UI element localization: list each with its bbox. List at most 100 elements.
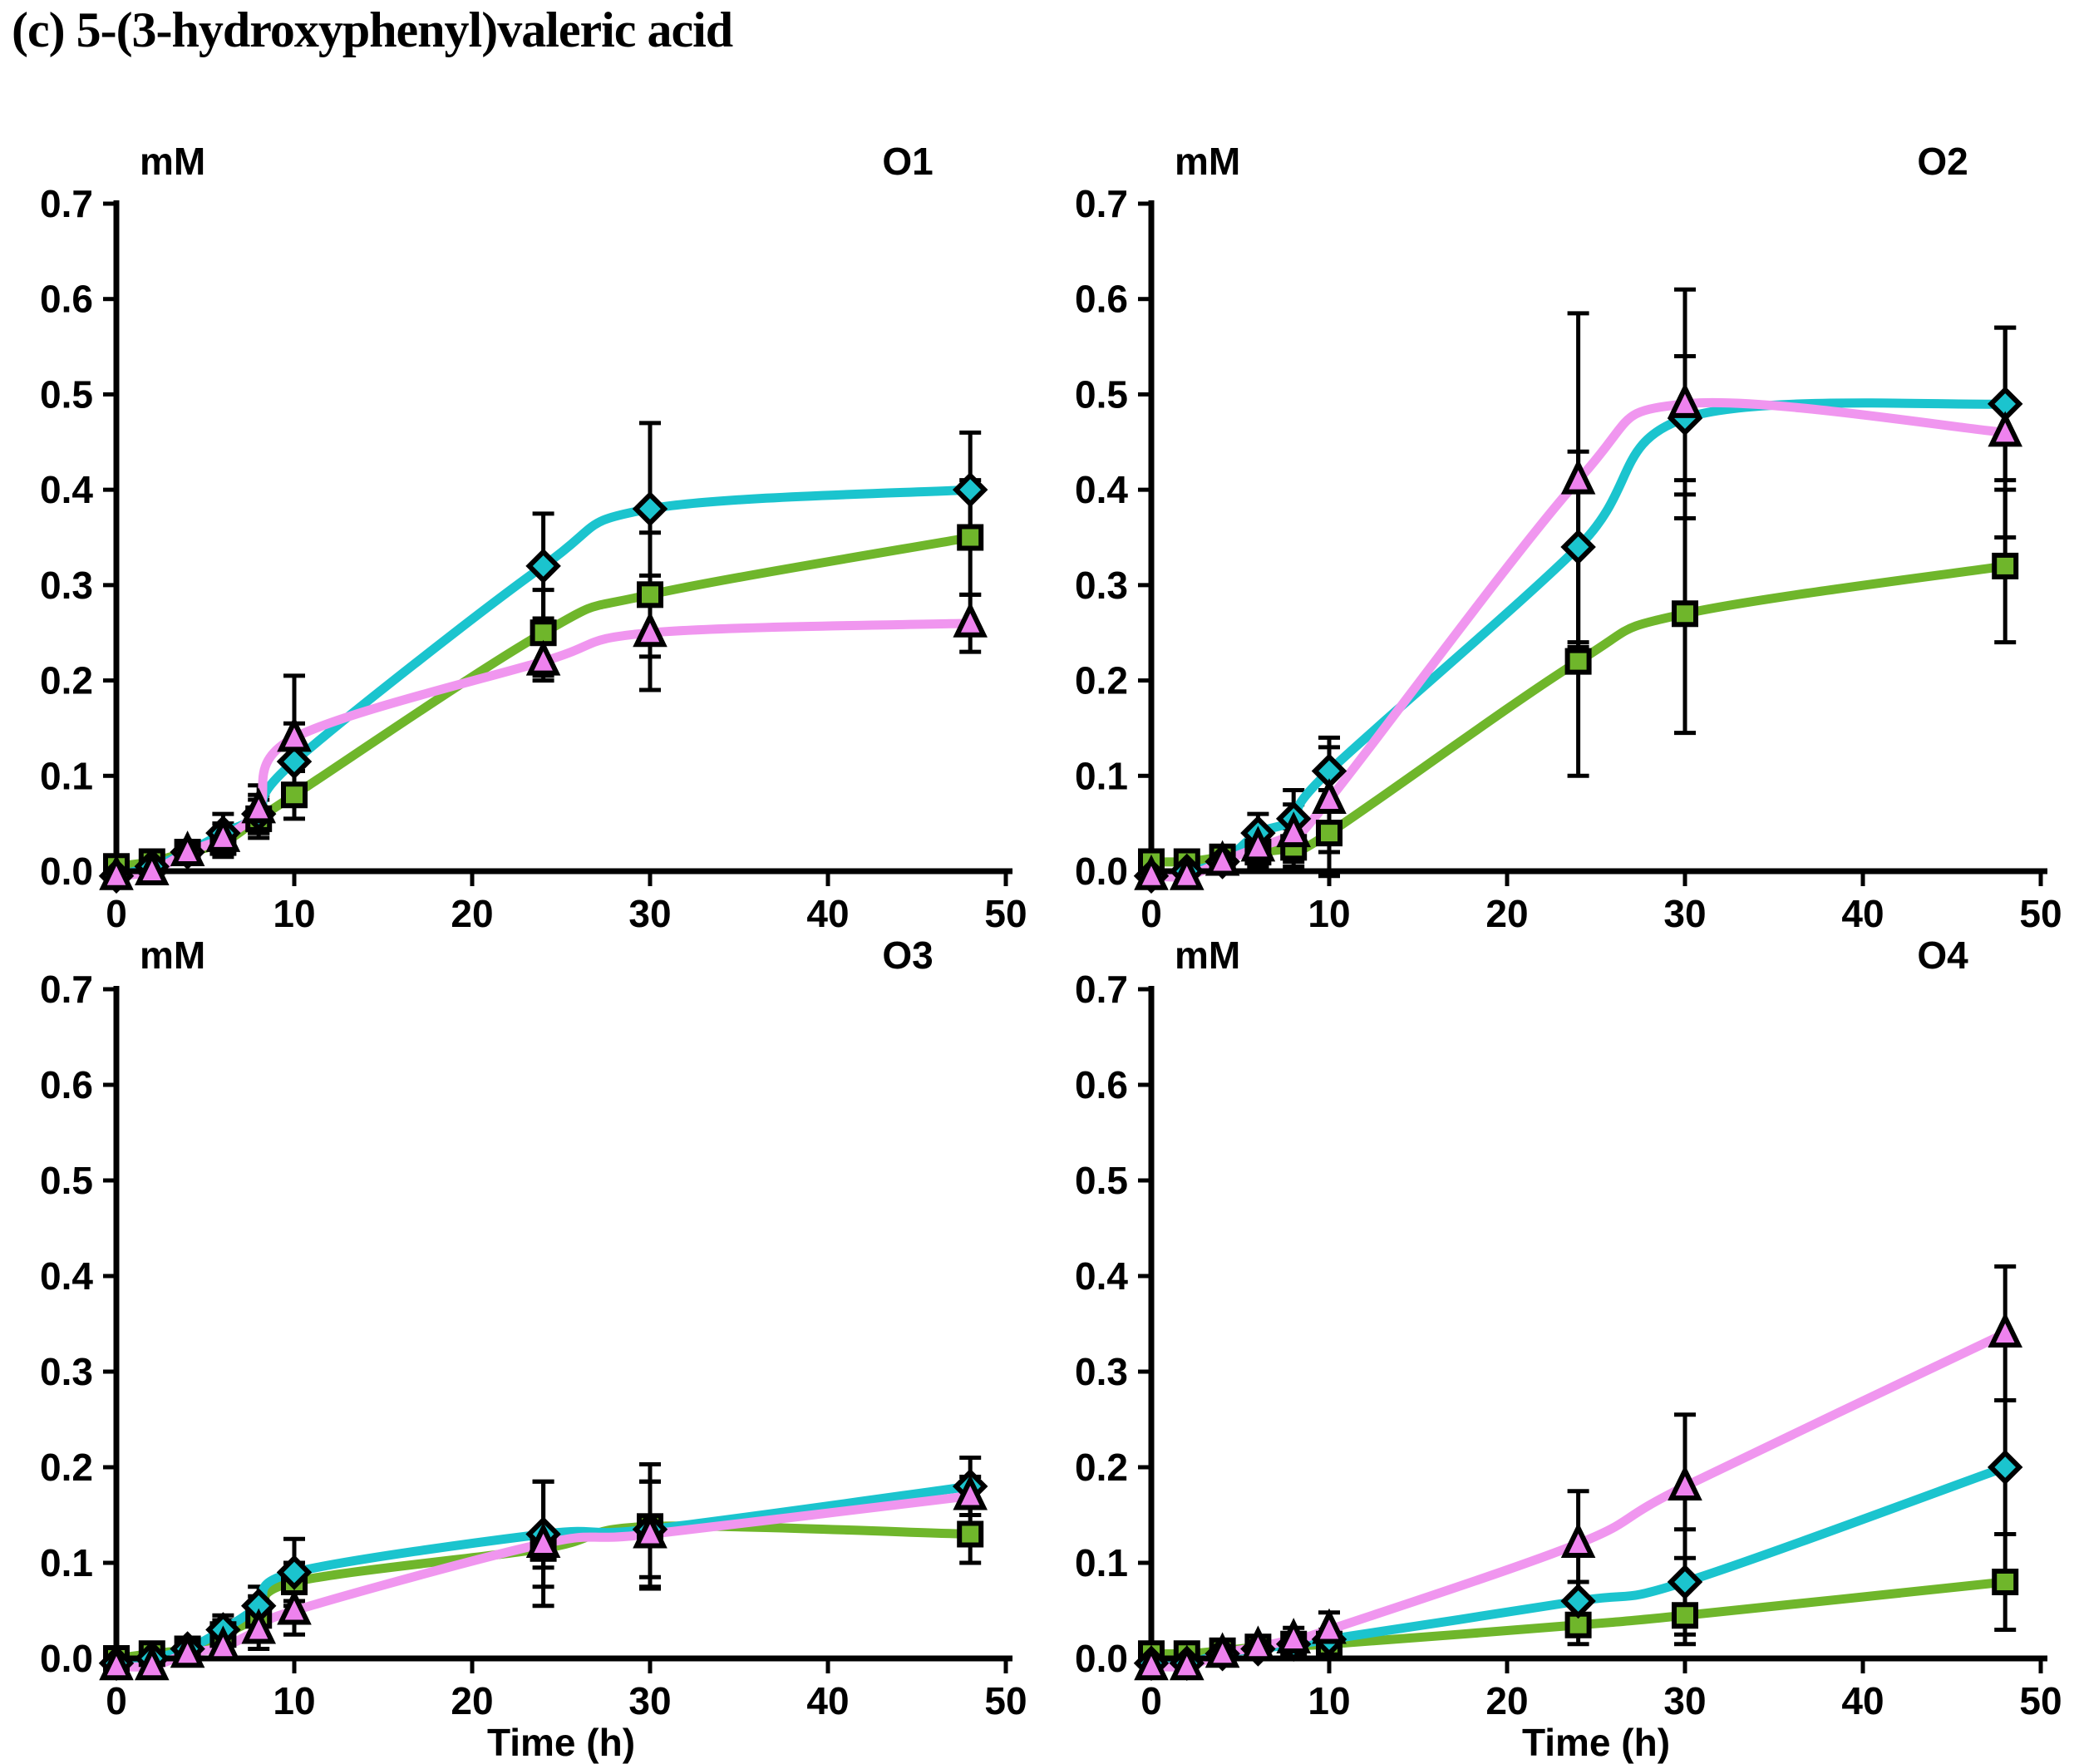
- x-tick-label: 40: [1841, 892, 1884, 935]
- marker-green-square: [1992, 552, 2019, 579]
- y-tick-label: 0.6: [1075, 1063, 1128, 1106]
- x-tick-label: 10: [273, 892, 315, 935]
- marker-violet-triangle: [99, 854, 134, 890]
- marker-cyan-diamond: [1667, 1564, 1703, 1600]
- y-tick-label: 0.0: [1075, 1637, 1128, 1680]
- marker-violet-triangle: [241, 787, 276, 824]
- x-tick-label: 30: [1663, 892, 1706, 935]
- y-tick-label: 0.7: [40, 182, 93, 225]
- marker-violet-triangle: [1170, 854, 1205, 890]
- x-tick-label: 50: [984, 892, 1027, 935]
- panel-label-O4: O4: [1917, 934, 1968, 977]
- y-tick-label: 0.7: [40, 968, 93, 1011]
- y-tick-label: 0.3: [1075, 564, 1128, 607]
- chart-panel-O3: mM O3 Time (h) 0.00.10.20.30.40.50.60.70…: [40, 934, 1027, 1764]
- marker-cyan-diamond: [1987, 1449, 2023, 1486]
- marker-violet-triangle: [1312, 778, 1347, 814]
- marker-violet-triangle: [1988, 411, 2022, 447]
- marker-violet-triangle: [1560, 458, 1596, 495]
- marker-cyan-diamond: [1560, 529, 1596, 565]
- y-tick-label: 0.6: [40, 278, 93, 321]
- y-tick-label: 0.2: [40, 659, 93, 702]
- x-tick-label: 20: [451, 892, 493, 935]
- chart-panel-O2: mM O2 0.0 0.1 0.2 0.3 0.4 0.5 0.6 0.7 0 10 20 30 40 5…: [1075, 140, 2062, 935]
- x-tick-label: 10: [273, 1679, 315, 1722]
- marker-cyan-diamond: [632, 490, 668, 527]
- marker-green-square: [1564, 648, 1592, 675]
- marker-violet-triangle: [1276, 811, 1311, 848]
- y-tick-label: 0.3: [40, 1350, 93, 1393]
- y-tick-label: 0.6: [1075, 278, 1128, 321]
- x-tick-label: 40: [806, 1679, 849, 1722]
- figure-title: (c) 5-(3-hydroxyphenyl)valeric acid: [12, 2, 733, 57]
- marker-violet-triangle: [205, 1625, 241, 1662]
- x-tick-label: 20: [1485, 892, 1528, 935]
- y-tick-label: 0.1: [40, 1541, 93, 1584]
- marker-violet-triangle: [205, 815, 241, 852]
- x-axis-title: Time (h): [1522, 1721, 1670, 1764]
- marker-violet-triangle: [277, 1589, 312, 1625]
- marker-violet-triangle: [1312, 1608, 1347, 1644]
- y-tick-label: 0.5: [40, 1159, 93, 1202]
- marker-cyan-diamond: [1560, 1583, 1596, 1619]
- marker-violet-triangle: [1560, 1522, 1596, 1558]
- y-tick-label: 0.5: [1075, 1159, 1128, 1202]
- y-tick-label: 0.7: [1075, 182, 1128, 225]
- marker-cyan-diamond: [952, 471, 988, 508]
- y-unit-label: mM: [140, 140, 205, 183]
- marker-violet-triangle: [525, 639, 561, 676]
- marker-violet-triangle: [1668, 382, 1702, 418]
- x-tick-label: 30: [1663, 1679, 1706, 1722]
- y-tick-label: 0.1: [40, 754, 93, 797]
- marker-violet-triangle: [953, 1474, 988, 1510]
- y-tick-label: 0.3: [1075, 1350, 1128, 1393]
- y-tick-label: 0.7: [1075, 968, 1128, 1011]
- marker-green-square: [281, 781, 308, 809]
- panel-label-O1: O1: [882, 140, 933, 183]
- x-tick-label: 40: [806, 892, 849, 935]
- x-tick-label: 50: [2019, 1679, 2062, 1722]
- x-tick-label: 20: [451, 1679, 493, 1722]
- y-tick-label: 0.3: [40, 564, 93, 607]
- marker-violet-triangle: [1134, 1644, 1169, 1681]
- x-tick-label: 10: [1308, 892, 1350, 935]
- x-tick-label: 40: [1841, 1679, 1884, 1722]
- x-axis-title: Time (h): [487, 1721, 635, 1764]
- marker-green-square: [637, 581, 663, 609]
- marker-green-square: [1992, 1569, 2019, 1595]
- marker-violet-triangle: [953, 601, 988, 638]
- plot-area-O4: 0.0 0.1 0.2 0.3 0.4 0.5 0.6 0.7 0 10 20 30 40 50: [1075, 968, 2062, 1722]
- marker-green-square: [957, 524, 984, 551]
- marker-cyan-diamond: [276, 1555, 313, 1590]
- y-tick-label: 0.4: [40, 1254, 93, 1298]
- plot-area-O2: 0.0 0.1 0.2 0.3 0.4 0.5 0.6 0.7 0 10 20 30 40 50: [1075, 182, 2062, 935]
- x-tick-label: 0: [1140, 892, 1162, 935]
- marker-violet-triangle: [633, 611, 668, 648]
- x-tick-label: 0: [1140, 1679, 1162, 1722]
- y-tick-label: 0.2: [1075, 659, 1128, 702]
- plot-area-O3: 0.0 0.1 0.2 0.3 0.4 0.5 0.6 0.7 0 10 20 30 40 50: [40, 968, 1027, 1722]
- y-tick-label: 0.4: [1075, 468, 1128, 511]
- x-tick-label: 20: [1485, 1679, 1528, 1722]
- x-tick-label: 0: [106, 1679, 127, 1722]
- marker-violet-triangle: [1170, 1644, 1205, 1681]
- x-tick-label: 10: [1308, 1679, 1350, 1722]
- marker-violet-triangle: [170, 1632, 205, 1668]
- y-tick-label: 0.2: [1075, 1446, 1128, 1489]
- marker-violet-triangle: [1668, 1465, 1702, 1500]
- marker-green-square: [1672, 600, 1698, 628]
- marker-green-square: [1316, 820, 1342, 847]
- marker-cyan-diamond: [525, 548, 561, 584]
- marker-violet-triangle: [135, 850, 170, 885]
- marker-violet-triangle: [135, 1644, 170, 1681]
- y-tick-label: 0.2: [40, 1446, 93, 1489]
- panel-label-O2: O2: [1917, 140, 1968, 183]
- y-tick-label: 0.6: [40, 1063, 93, 1106]
- marker-violet-triangle: [1988, 1312, 2022, 1348]
- y-tick-label: 0.1: [1075, 754, 1128, 797]
- x-tick-label: 50: [2019, 892, 2062, 935]
- y-unit-label: mM: [1175, 140, 1240, 183]
- y-tick-label: 0.0: [1075, 850, 1128, 893]
- y-tick-label: 0.5: [40, 372, 93, 416]
